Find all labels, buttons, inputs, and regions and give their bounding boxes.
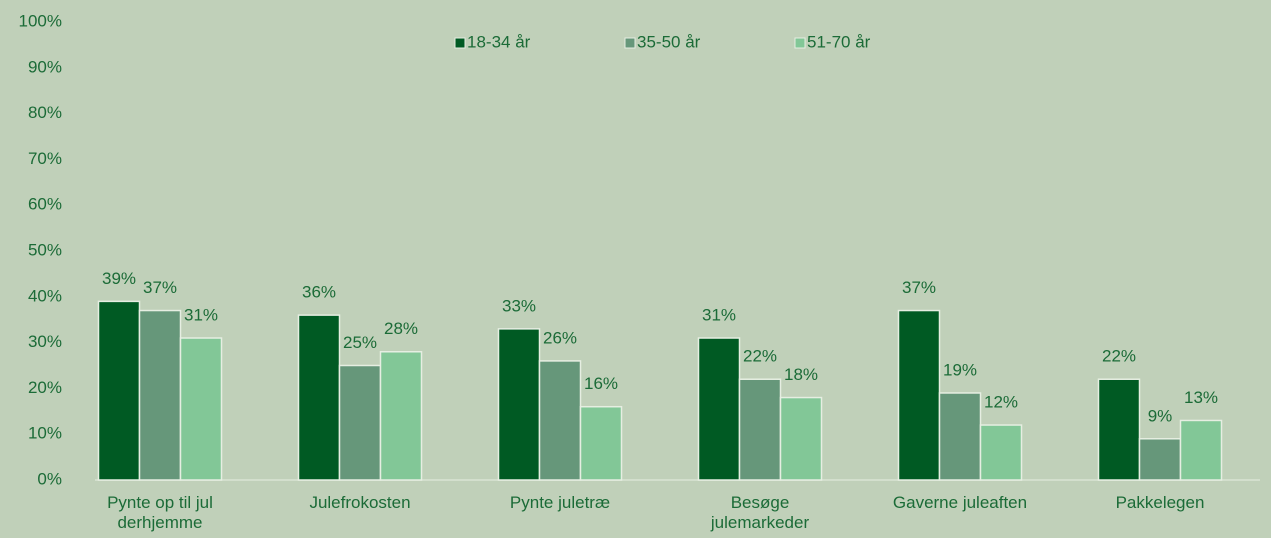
x-tick-label: Pynte juletræ xyxy=(510,493,610,512)
legend-label: 35-50 år xyxy=(637,32,701,51)
data-label: 39% xyxy=(102,269,136,288)
bar xyxy=(179,337,223,481)
data-label: 31% xyxy=(184,306,218,325)
data-label: 16% xyxy=(584,374,618,393)
bar xyxy=(97,300,141,481)
data-label: 18% xyxy=(784,365,818,384)
x-tick-label: Julefrokosten xyxy=(309,493,410,512)
y-tick-label: 70% xyxy=(28,149,62,168)
bar xyxy=(297,314,341,481)
y-tick-label: 30% xyxy=(28,332,62,351)
data-label: 33% xyxy=(502,296,536,315)
y-tick-label: 100% xyxy=(19,11,62,30)
y-tick-label: 40% xyxy=(28,286,62,305)
bar xyxy=(1138,438,1182,481)
y-tick-label: 90% xyxy=(28,57,62,76)
bar xyxy=(979,424,1023,481)
bar xyxy=(697,337,741,481)
y-tick-label: 60% xyxy=(28,195,62,214)
x-tick-label: Gaverne juleaften xyxy=(893,493,1027,512)
data-label: 26% xyxy=(543,328,577,347)
data-label: 12% xyxy=(984,393,1018,412)
legend-label: 51-70 år xyxy=(807,32,871,51)
y-tick-label: 80% xyxy=(28,103,62,122)
y-tick-label: 10% xyxy=(28,424,62,443)
legend-swatch xyxy=(454,37,466,49)
data-label: 19% xyxy=(943,360,977,379)
bar xyxy=(579,405,623,481)
data-label: 31% xyxy=(702,306,736,325)
legend-label: 18-34 år xyxy=(467,32,531,51)
data-label: 37% xyxy=(902,278,936,297)
data-label: 28% xyxy=(384,319,418,338)
legend-swatch xyxy=(794,37,806,49)
data-label: 36% xyxy=(302,283,336,302)
bar xyxy=(938,392,982,481)
y-tick-label: 50% xyxy=(28,240,62,259)
legend-swatch xyxy=(624,37,636,49)
bar xyxy=(497,328,541,481)
bar xyxy=(738,378,782,481)
bar xyxy=(897,309,941,481)
bar xyxy=(1179,419,1223,481)
x-tick-label: Besøge julemarkeder xyxy=(710,493,810,532)
data-label: 37% xyxy=(143,278,177,297)
bar xyxy=(338,364,382,481)
data-label: 22% xyxy=(743,347,777,366)
bar xyxy=(779,396,823,481)
data-label: 22% xyxy=(1102,347,1136,366)
bar xyxy=(538,360,582,481)
data-label: 25% xyxy=(343,333,377,352)
data-label: 13% xyxy=(1184,388,1218,407)
bar xyxy=(1097,378,1141,481)
x-tick-label: Pynte op til jul derhjemme xyxy=(107,493,213,532)
data-label: 9% xyxy=(1148,406,1173,425)
y-tick-label: 20% xyxy=(28,378,62,397)
bar xyxy=(379,351,423,481)
y-tick-label: 0% xyxy=(37,469,62,488)
bar xyxy=(138,309,182,481)
x-tick-label: Pakkelegen xyxy=(1116,493,1205,512)
